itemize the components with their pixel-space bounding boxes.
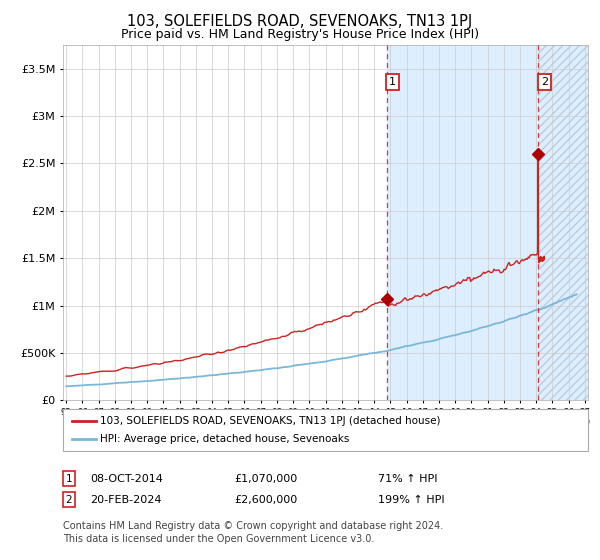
Text: 1: 1 — [65, 474, 73, 484]
Text: 2: 2 — [541, 77, 548, 87]
Text: 71% ↑ HPI: 71% ↑ HPI — [378, 474, 437, 484]
Text: This data is licensed under the Open Government Licence v3.0.: This data is licensed under the Open Gov… — [63, 534, 374, 544]
Text: HPI: Average price, detached house, Sevenoaks: HPI: Average price, detached house, Seve… — [100, 434, 350, 444]
Bar — [386, 45, 538, 400]
Text: 08-OCT-2014: 08-OCT-2014 — [90, 474, 163, 484]
Text: £1,070,000: £1,070,000 — [234, 474, 297, 484]
Text: £2,600,000: £2,600,000 — [234, 494, 297, 505]
Text: 2: 2 — [65, 494, 73, 505]
Text: Contains HM Land Registry data © Crown copyright and database right 2024.: Contains HM Land Registry data © Crown c… — [63, 521, 443, 531]
Text: 1: 1 — [389, 77, 396, 87]
Text: 20-FEB-2024: 20-FEB-2024 — [90, 494, 161, 505]
Text: Price paid vs. HM Land Registry's House Price Index (HPI): Price paid vs. HM Land Registry's House … — [121, 28, 479, 41]
Text: 103, SOLEFIELDS ROAD, SEVENOAKS, TN13 1PJ (detached house): 103, SOLEFIELDS ROAD, SEVENOAKS, TN13 1P… — [100, 417, 440, 426]
Text: 103, SOLEFIELDS ROAD, SEVENOAKS, TN13 1PJ: 103, SOLEFIELDS ROAD, SEVENOAKS, TN13 1P… — [127, 14, 473, 29]
Bar — [538, 45, 593, 400]
Text: 199% ↑ HPI: 199% ↑ HPI — [378, 494, 445, 505]
